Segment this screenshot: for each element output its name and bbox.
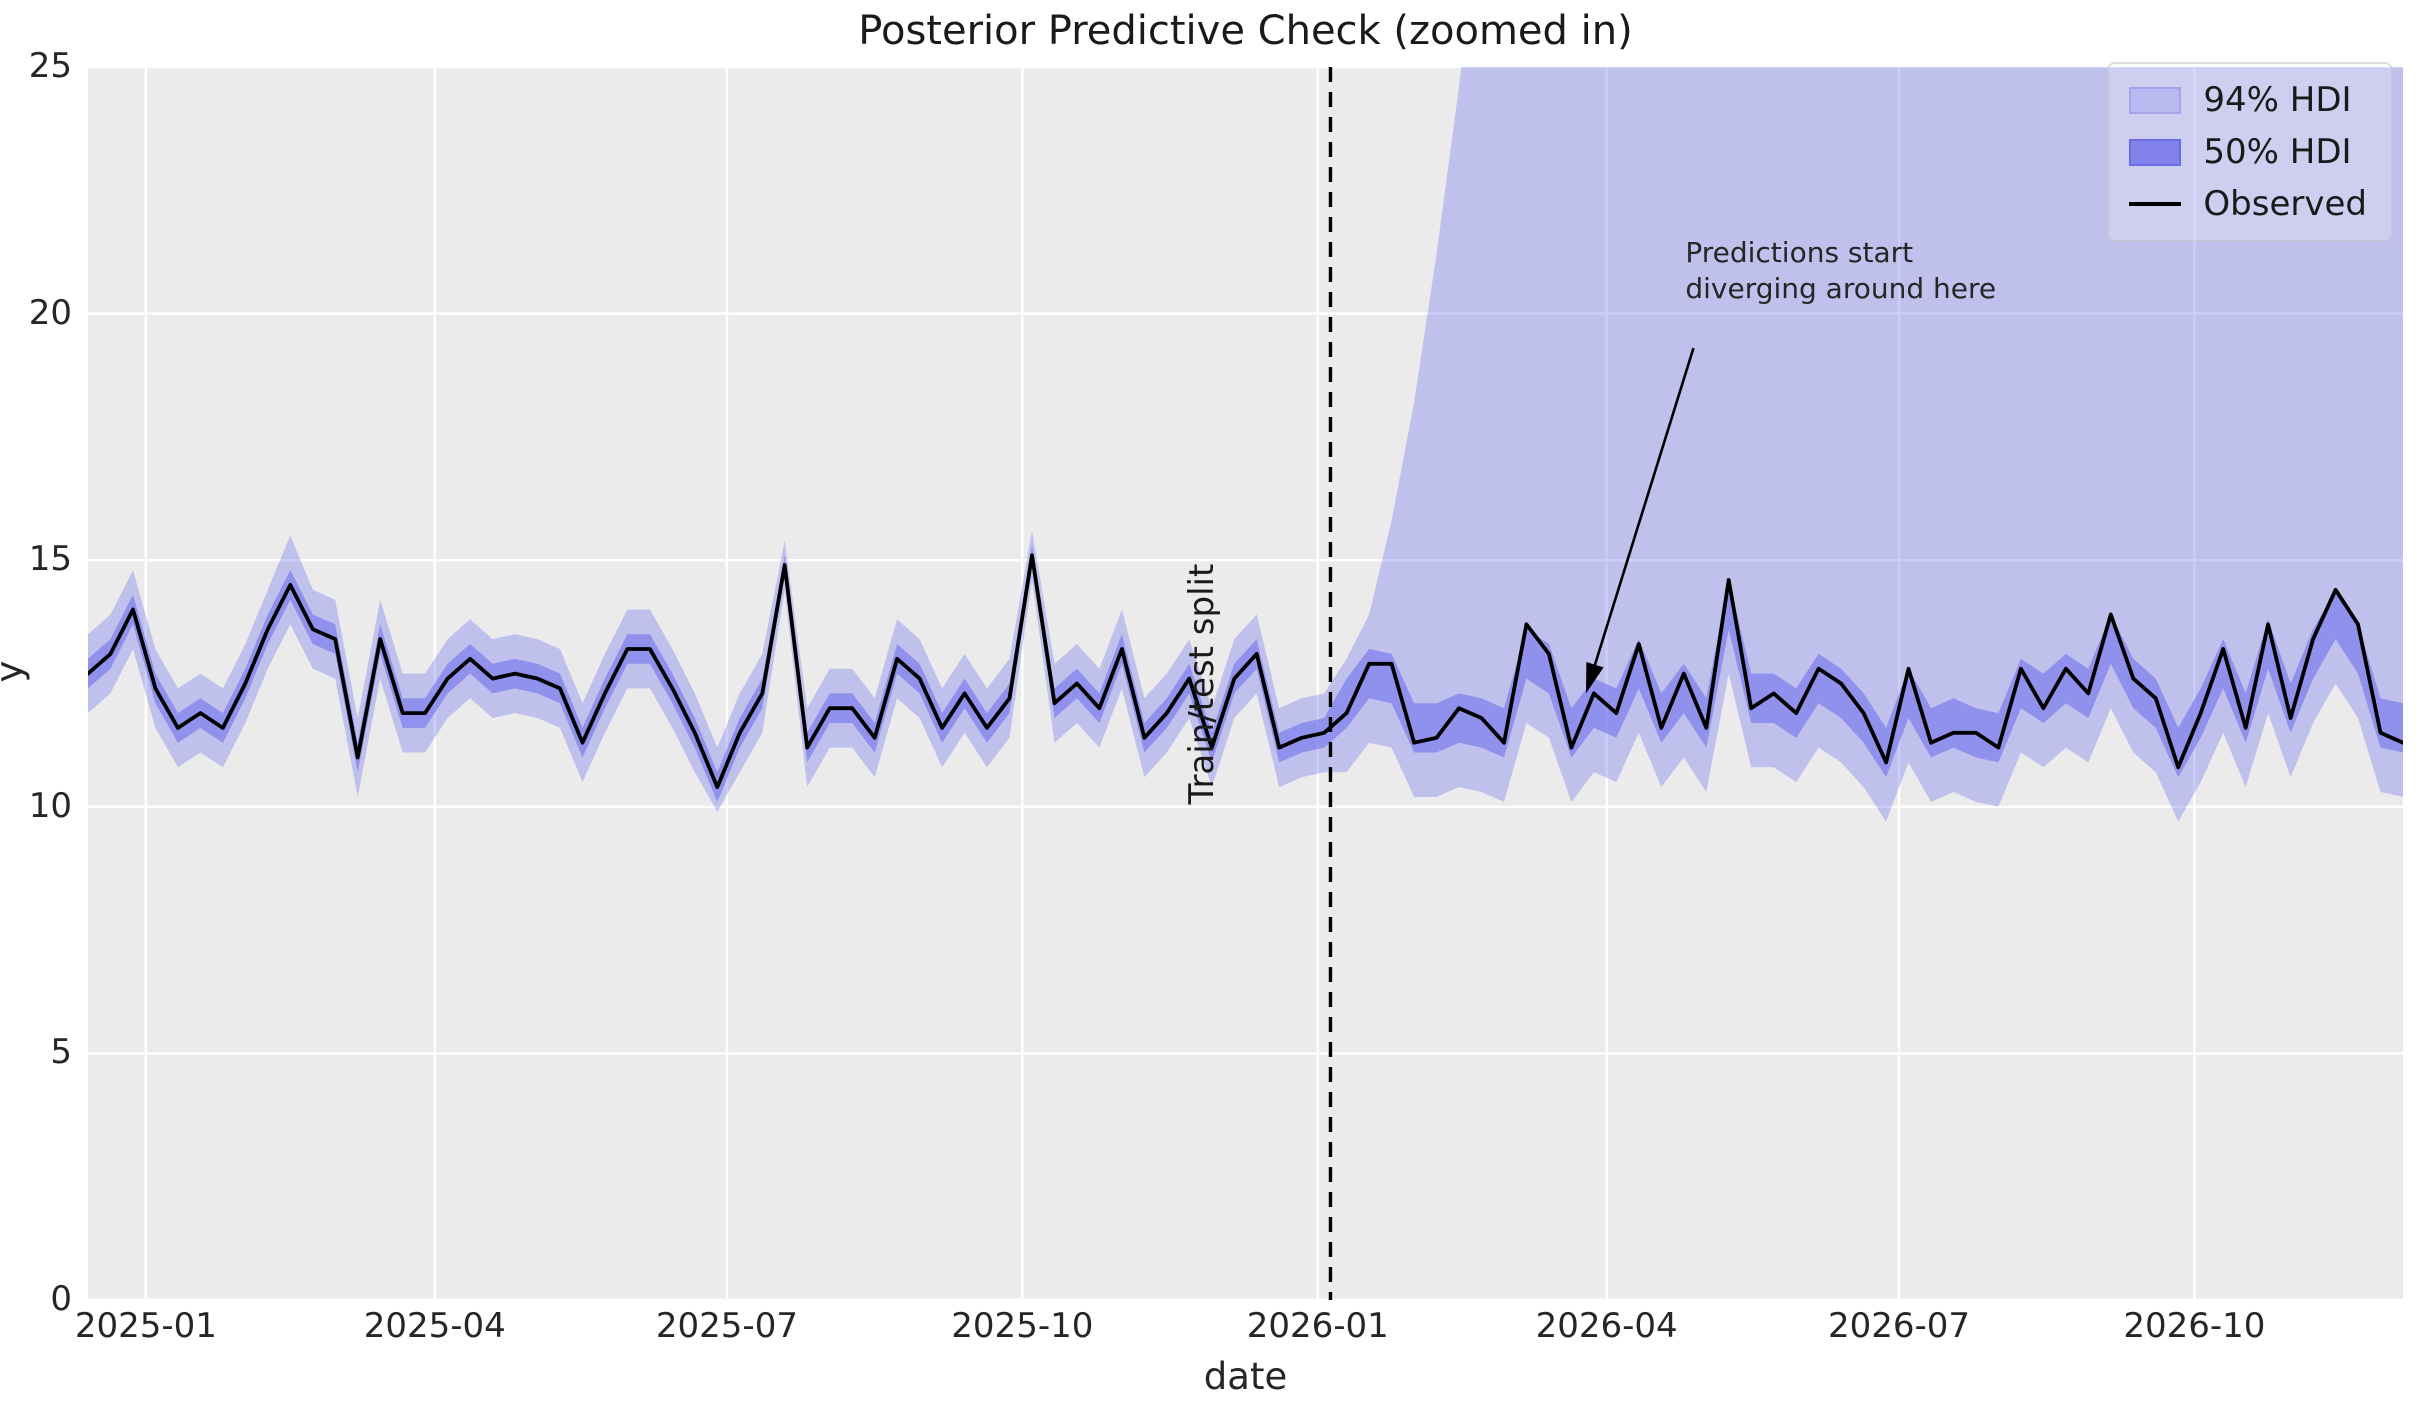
observed-line-swatch — [2129, 202, 2182, 206]
legend-label: 94% HDI — [2203, 80, 2352, 120]
annotation-line-2: diverging around here — [1685, 272, 1997, 306]
y-axis-label: y — [0, 661, 30, 683]
y-tick-label: 20 — [28, 292, 72, 333]
legend-label: 50% HDI — [2203, 132, 2352, 172]
hdi-94-band — [88, 67, 2403, 822]
y-tick-label: 0 — [50, 1279, 72, 1319]
x-tick-label: 2026-07 — [1827, 1306, 1971, 1346]
chart-title: Posterior Predictive Check (zoomed in) — [858, 8, 1633, 54]
x-tick-label: 2025-10 — [951, 1306, 1094, 1346]
hdi-50-swatch — [2129, 138, 2182, 166]
annotation-arrow-head — [1586, 662, 1604, 694]
legend-entry: 50% HDI — [2129, 132, 2367, 172]
legend-label: Observed — [2203, 184, 2367, 224]
y-tick-label: 5 — [50, 1032, 72, 1073]
annotation-text: Predictions start diverging around here — [1685, 235, 1996, 308]
x-tick-label: 2026-04 — [1535, 1306, 1678, 1346]
hdi-50-band — [88, 545, 2403, 802]
train-test-split-label: Train/test split — [1182, 564, 1223, 805]
annotation-arrow-shaft — [1593, 347, 1695, 666]
x-tick-label: 2026-01 — [1246, 1306, 1389, 1346]
x-tick-label: 2025-01 — [74, 1306, 217, 1346]
x-tick-label: 2025-07 — [655, 1306, 798, 1346]
hdi-94-swatch — [2129, 86, 2182, 114]
annotation-line-1: Predictions start — [1685, 235, 1914, 269]
y-tick-label: 10 — [28, 785, 72, 826]
y-tick-label: 25 — [28, 46, 72, 86]
x-axis-label: date — [1203, 1355, 1288, 1398]
observed-line — [88, 553, 2403, 789]
x-tick-label: 2026-10 — [2123, 1306, 2266, 1346]
legend-entry: 94% HDI — [2129, 80, 2367, 120]
x-tick-label: 2025-04 — [363, 1306, 506, 1346]
legend: 94% HDI 50% HDI Observed — [2107, 62, 2393, 242]
y-tick-label: 15 — [28, 539, 72, 580]
legend-entry: Observed — [2129, 184, 2367, 224]
